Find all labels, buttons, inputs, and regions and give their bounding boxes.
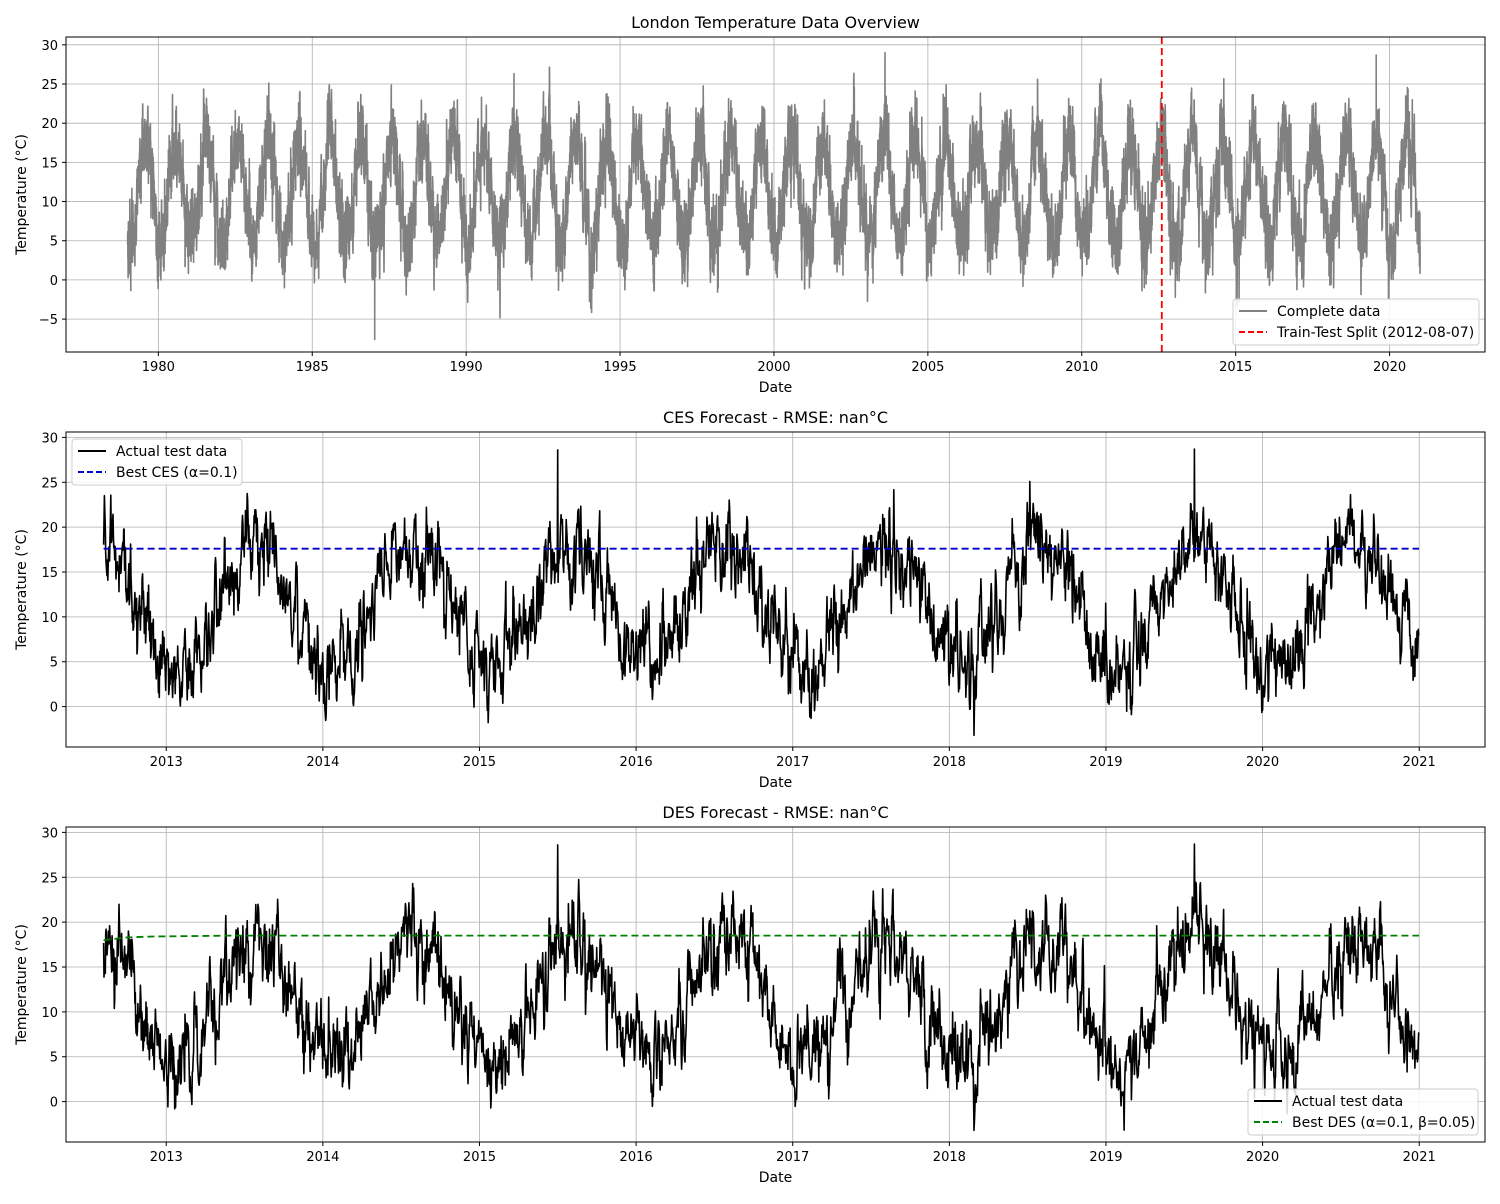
ces-forecast-chart: 2013 2014 2015 2016 2017 2018 2019 2020 20210510… — [14, 408, 1486, 791]
x-axis-label: Date — [759, 775, 792, 791]
axes-frame — [65, 431, 1486, 748]
series-line-complete-data — [126, 51, 1422, 341]
legend-box — [1232, 298, 1480, 346]
legend-label-train-test-split: Train-Test Split (2012-08-07) — [1276, 325, 1474, 341]
x-tick-label: 2015 — [1219, 360, 1252, 375]
chart-title: London Temperature Data Overview — [631, 13, 920, 32]
tick-labels: 2013 2014 2015 2016 2017 2018 2019 2020 20210510… — [41, 826, 1435, 1165]
y-tick-label: 0 — [50, 274, 58, 289]
y-tick-label: 30 — [41, 826, 58, 841]
y-axis-label: Temperature (°C) — [14, 134, 30, 256]
tick-labels: 2013 2014 2015 2016 2017 2018 2019 2020 20210510… — [41, 431, 1435, 770]
y-tick-label: 10 — [41, 196, 58, 211]
y-tick-label: 25 — [41, 476, 58, 491]
x-tick-label: 2017 — [776, 755, 809, 770]
x-tick-label: 2015 — [463, 755, 496, 770]
x-tick-label: 2014 — [306, 755, 339, 770]
y-tick-label: 10 — [41, 611, 58, 626]
plot-area — [126, 37, 1422, 352]
x-tick-label: 2017 — [776, 1150, 809, 1165]
legend-box — [71, 438, 243, 486]
legend-box — [1247, 1088, 1479, 1136]
plot-area — [102, 448, 1420, 737]
x-axis-label: Date — [759, 380, 792, 396]
x-tick-label: 2000 — [757, 360, 790, 375]
y-tick-label: 20 — [41, 117, 58, 132]
x-tick-label: 2021 — [1403, 1150, 1436, 1165]
y-tick-label: 15 — [41, 156, 58, 171]
y-tick-label: 20 — [41, 916, 58, 931]
y-tick-label: 5 — [50, 1051, 58, 1066]
x-tick-label: 2020 — [1246, 1150, 1279, 1165]
x-tick-label: 1995 — [604, 360, 637, 375]
y-tick-label: 25 — [41, 78, 58, 93]
axes-frame — [65, 826, 1486, 1143]
x-tick-label: 2016 — [620, 755, 653, 770]
overview-chart: 1980 1985 1990 1995 2000 2005 2010 2015 2020−505… — [14, 13, 1486, 396]
x-tick-label: 2020 — [1373, 360, 1406, 375]
legend-label-actual-test-data: Actual test data — [116, 444, 227, 460]
x-tick-label: 2019 — [1089, 1150, 1122, 1165]
y-tick-label: 5 — [50, 235, 58, 250]
series-line-best-des-0-1-0-05 — [103, 934, 1419, 941]
x-tick-label: 2013 — [150, 1150, 183, 1165]
y-tick-label: 5 — [50, 656, 58, 671]
x-tick-label: 2014 — [306, 1150, 339, 1165]
legend-label-actual-test-data: Actual test data — [1292, 1094, 1403, 1110]
x-tick-label: 1990 — [450, 360, 483, 375]
chart-title: DES Forecast - RMSE: nan°C — [662, 803, 888, 822]
y-tick-label: 0 — [50, 701, 58, 716]
x-tick-label: 1985 — [296, 360, 329, 375]
x-tick-label: 2010 — [1065, 360, 1098, 375]
y-tick-label: 25 — [41, 871, 58, 886]
plot-area — [102, 843, 1420, 1132]
legend-label-complete-data: Complete data — [1277, 304, 1380, 320]
x-tick-label: 2019 — [1089, 755, 1122, 770]
x-tick-label: 2015 — [463, 1150, 496, 1165]
x-tick-label: 1980 — [142, 360, 175, 375]
legend-label-best-ces: Best CES (α=0.1) — [116, 465, 238, 481]
legend: Actual test data Best CES (α=0.1) — [71, 438, 243, 486]
y-tick-label: 15 — [41, 566, 58, 581]
des-forecast-chart: 2013 2014 2015 2016 2017 2018 2019 2020 20210510… — [14, 803, 1486, 1186]
y-tick-label: 30 — [41, 431, 58, 446]
y-axis-label: Temperature (°C) — [14, 529, 30, 651]
x-tick-label: 2018 — [933, 755, 966, 770]
legend-label-best-des: Best DES (α=0.1, β=0.05) — [1292, 1115, 1475, 1131]
y-tick-label: −5 — [39, 313, 58, 328]
legend: Actual test data Best DES (α=0.1, β=0.05… — [1247, 1088, 1479, 1136]
y-tick-label: 0 — [50, 1096, 58, 1111]
y-tick-label: 10 — [41, 1006, 58, 1021]
y-tick-label: 30 — [41, 39, 58, 54]
x-tick-label: 2021 — [1403, 755, 1436, 770]
x-tick-label: 2013 — [150, 755, 183, 770]
x-tick-label: 2005 — [911, 360, 944, 375]
x-tick-label: 2020 — [1246, 755, 1279, 770]
legend: Complete data Train-Test Split (2012-08-… — [1232, 298, 1480, 346]
y-axis-label: Temperature (°C) — [14, 924, 30, 1046]
y-tick-label: 15 — [41, 961, 58, 976]
series-line-actual-test-data — [102, 843, 1420, 1132]
x-tick-label: 2016 — [620, 1150, 653, 1165]
x-axis-label: Date — [759, 1170, 792, 1186]
chart-title: CES Forecast - RMSE: nan°C — [663, 408, 888, 427]
x-tick-label: 2018 — [933, 1150, 966, 1165]
y-tick-label: 20 — [41, 521, 58, 536]
axes-frame — [65, 36, 1486, 353]
tick-labels: 1980 1985 1990 1995 2000 2005 2010 2015 2020−505… — [39, 39, 1406, 375]
series-line-actual-test-data — [102, 448, 1420, 737]
